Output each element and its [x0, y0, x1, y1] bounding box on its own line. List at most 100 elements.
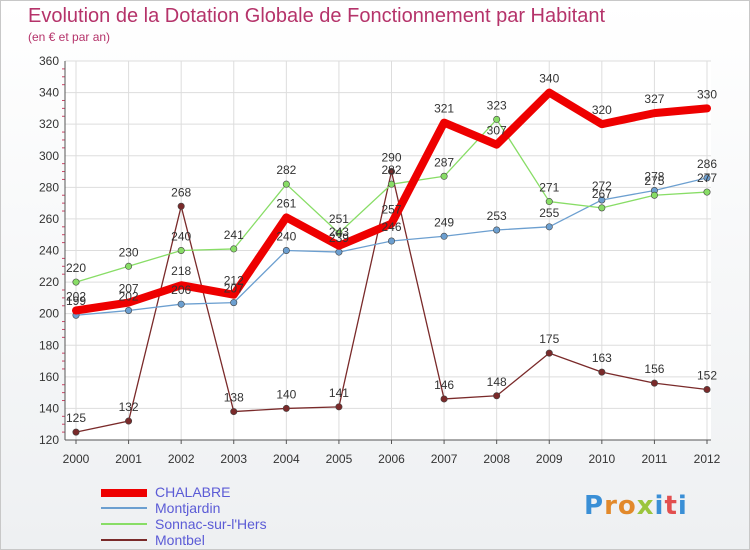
data-label-chalabre-2002: 218 [171, 264, 191, 278]
legend-label-chalabre: CHALABRE [155, 484, 231, 500]
y-tick-label-260: 260 [39, 212, 59, 226]
x-tick-label-2004: 2004 [273, 452, 300, 466]
x-tick-label-2000: 2000 [63, 452, 90, 466]
data-point-montjardin-2007 [440, 232, 448, 240]
data-point-sonnac-2002 [177, 247, 185, 255]
data-point-montbel-2005 [335, 403, 343, 411]
data-point-montbel-2004 [282, 404, 290, 412]
data-label-montjardin-2011: 278 [644, 169, 664, 183]
data-label-montjardin-2005: 239 [329, 231, 349, 245]
y-tick-label-240: 240 [39, 244, 59, 258]
legend-swatch-chalabre [101, 489, 147, 497]
data-point-montbel-2012 [703, 385, 711, 393]
y-tick-label-200: 200 [39, 307, 59, 321]
data-label-montbel-2009: 175 [539, 332, 559, 346]
data-label-montjardin-2002: 206 [171, 283, 191, 297]
y-tick-label-280: 280 [39, 180, 59, 194]
data-point-sonnac-2008 [493, 115, 501, 123]
data-point-sonnac-2010 [598, 204, 606, 212]
data-label-chalabre-2004: 261 [276, 196, 296, 210]
y-tick-label-360: 360 [39, 54, 59, 68]
data-label-montjardin-2009: 255 [539, 206, 559, 220]
chart-subtitle: (en € et par an) [28, 30, 111, 44]
data-label-sonnac-2007: 287 [434, 155, 454, 169]
data-label-chalabre-2006: 257 [381, 203, 401, 217]
data-label-montjardin-2010: 272 [592, 179, 612, 193]
data-point-montjardin-2005 [335, 248, 343, 256]
data-label-montbel-2011: 156 [644, 362, 664, 376]
x-tick-label-2009: 2009 [536, 452, 563, 466]
data-point-montjardin-2009 [545, 223, 553, 231]
data-point-sonnac-2009 [545, 198, 553, 206]
data-label-chalabre-2012: 330 [697, 87, 717, 101]
data-label-sonnac-2003: 241 [224, 228, 244, 242]
legend-label-montbel: Montbel [155, 532, 205, 548]
y-tick-label-120: 120 [39, 433, 59, 447]
data-label-sonnac-2009: 271 [539, 181, 559, 195]
data-label-montjardin-2000: 199 [66, 294, 86, 308]
legend-label-montjardin: Montjardin [155, 500, 221, 516]
data-label-montjardin-2004: 240 [276, 230, 296, 244]
y-tick-label-180: 180 [39, 338, 59, 352]
series-line-chalabre [72, 88, 711, 315]
data-label-sonnac-2000: 220 [66, 261, 86, 275]
data-label-montbel-2008: 148 [487, 375, 507, 389]
data-label-sonnac-2006: 282 [381, 163, 401, 177]
data-point-montbel-2008 [493, 392, 501, 400]
y-tick-label-320: 320 [39, 117, 59, 131]
data-label-chalabre-2001: 207 [119, 282, 139, 296]
data-label-chalabre-2011: 327 [644, 92, 664, 106]
x-tick-label-2005: 2005 [326, 452, 353, 466]
data-label-montbel-2007: 146 [434, 378, 454, 392]
legend-swatch-montbel [101, 539, 147, 541]
data-label-montjardin-2008: 253 [487, 209, 507, 223]
data-label-chalabre-2010: 320 [592, 103, 612, 117]
data-point-montjardin-2002 [177, 300, 185, 308]
data-point-sonnac-2007 [440, 172, 448, 180]
data-point-montjardin-2008 [493, 226, 501, 234]
data-point-montbel-2010 [598, 368, 606, 376]
data-point-sonnac-2005 [335, 229, 343, 237]
data-label-montbel-2005: 141 [329, 386, 349, 400]
proxiti-logo: Proxiti [584, 491, 688, 521]
data-point-sonnac-2006 [387, 180, 395, 188]
data-point-sonnac-2001 [125, 262, 133, 270]
data-point-montbel-2002 [177, 202, 185, 210]
data-label-sonnac-2008: 323 [487, 98, 507, 112]
data-point-montjardin-2001 [125, 307, 133, 315]
data-point-montjardin-2003 [230, 299, 238, 307]
data-point-montjardin-2006 [387, 237, 395, 245]
data-label-montjardin-2007: 249 [434, 215, 454, 229]
x-tick-label-2008: 2008 [483, 452, 510, 466]
data-point-sonnac-2003 [230, 245, 238, 253]
y-tick-label-140: 140 [39, 401, 59, 415]
data-point-sonnac-2004 [282, 180, 290, 188]
data-label-montbel-2002: 268 [171, 185, 191, 199]
data-point-montjardin-2012 [703, 174, 711, 182]
y-tick-label-340: 340 [39, 86, 59, 100]
data-label-montjardin-2001: 202 [119, 290, 139, 304]
legend-label-sonnac: Sonnac-sur-l'Hers [155, 516, 267, 532]
data-label-sonnac-2010: 267 [592, 187, 612, 201]
x-tick-label-2010: 2010 [588, 452, 615, 466]
x-tick-label-2006: 2006 [378, 452, 405, 466]
data-label-chalabre-2000: 202 [66, 290, 86, 304]
data-label-chalabre-2008: 307 [487, 124, 507, 138]
data-point-montjardin-2010 [598, 196, 606, 204]
data-label-montbel-2012: 152 [697, 368, 717, 382]
data-label-montjardin-2003: 207 [224, 282, 244, 296]
legend-swatch-sonnac [101, 523, 147, 525]
chart-title: Evolution de la Dotation Globale de Fonc… [28, 5, 606, 27]
data-point-montbel-2000 [72, 428, 80, 436]
x-tick-label-2011: 2011 [642, 452, 668, 466]
data-point-montbel-2011 [650, 379, 658, 387]
x-tick-label-2012: 2012 [694, 452, 721, 466]
data-label-sonnac-2004: 282 [276, 163, 296, 177]
data-label-chalabre-2009: 340 [539, 72, 559, 86]
data-point-montbel-2001 [125, 417, 133, 425]
data-point-montbel-2007 [440, 395, 448, 403]
data-label-montbel-2000: 125 [66, 411, 86, 425]
data-label-montjardin-2012: 286 [697, 157, 717, 171]
